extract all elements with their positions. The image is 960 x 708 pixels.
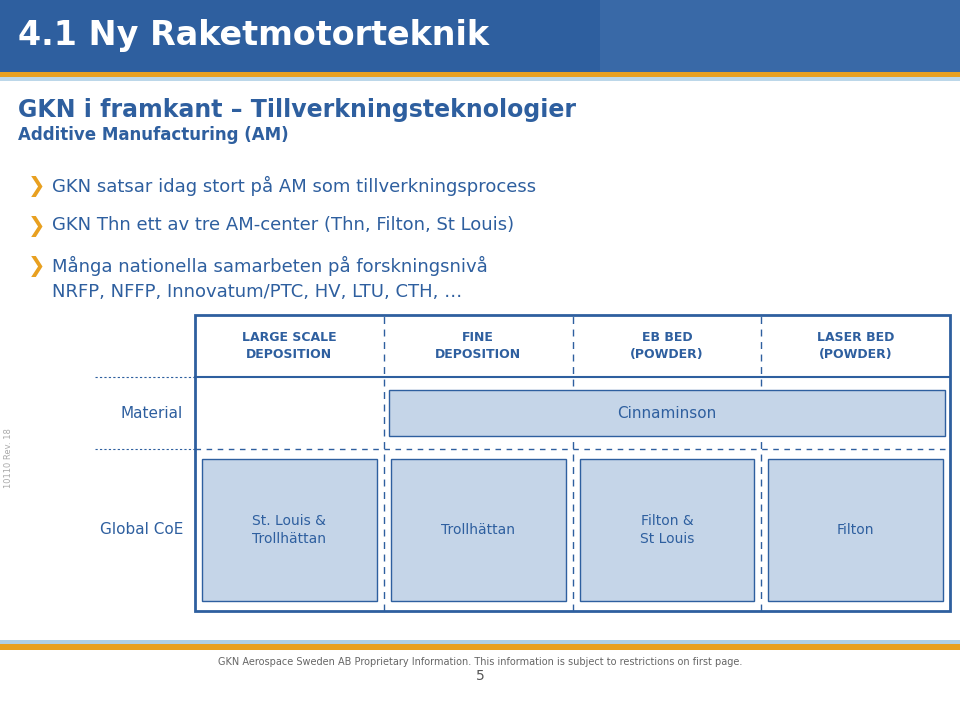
- Bar: [600, 0, 960, 72]
- Text: GKN satsar idag stort på AM som tillverkningsprocess: GKN satsar idag stort på AM som tillverk…: [52, 176, 536, 196]
- Bar: [202, 459, 376, 601]
- Text: Trollhättan: Trollhättan: [442, 523, 516, 537]
- Text: LASER BED
(POWDER): LASER BED (POWDER): [817, 331, 895, 361]
- Text: Additive Manufacturing (AM): Additive Manufacturing (AM): [18, 126, 289, 144]
- Text: St. Louis &
Trollhättan: St. Louis & Trollhättan: [252, 514, 326, 546]
- Text: ❯: ❯: [28, 216, 45, 237]
- Text: Filton: Filton: [837, 523, 875, 537]
- Text: Cinnaminson: Cinnaminson: [617, 406, 716, 421]
- Bar: [0, 0, 960, 72]
- Text: Material: Material: [121, 406, 183, 421]
- Bar: [768, 459, 943, 601]
- Bar: [0, 77, 960, 81]
- Bar: [0, 72, 960, 77]
- Text: Filton &
St Louis: Filton & St Louis: [639, 514, 694, 546]
- Text: GKN Aerospace Sweden AB Proprietary Information. This information is subject to : GKN Aerospace Sweden AB Proprietary Info…: [218, 657, 742, 667]
- Bar: [0, 640, 960, 644]
- Text: LARGE SCALE
DEPOSITION: LARGE SCALE DEPOSITION: [242, 331, 337, 361]
- Text: Många nationella samarbeten på forskningsnivå
NRFP, NFFP, Innovatum/PTC, HV, LTU: Många nationella samarbeten på forskning…: [52, 256, 488, 301]
- Bar: [195, 315, 950, 611]
- Text: ❯: ❯: [28, 176, 45, 197]
- Bar: [389, 390, 945, 436]
- Text: ❯: ❯: [28, 256, 45, 277]
- Text: 5: 5: [475, 669, 485, 683]
- Bar: [0, 644, 960, 650]
- Text: FINE
DEPOSITION: FINE DEPOSITION: [435, 331, 521, 361]
- Text: GKN Thn ett av tre AM-center (Thn, Filton, St Louis): GKN Thn ett av tre AM-center (Thn, Filto…: [52, 216, 515, 234]
- Text: Global CoE: Global CoE: [100, 523, 183, 537]
- Text: EB BED
(POWDER): EB BED (POWDER): [630, 331, 704, 361]
- Bar: [580, 459, 755, 601]
- Text: 10110 Rev. 18: 10110 Rev. 18: [5, 428, 13, 488]
- Text: GKN i framkant – Tillverkningsteknologier: GKN i framkant – Tillverkningsteknologie…: [18, 98, 576, 122]
- Bar: [391, 459, 565, 601]
- Text: 4.1 Ny Raketmotorteknik: 4.1 Ny Raketmotorteknik: [18, 20, 489, 52]
